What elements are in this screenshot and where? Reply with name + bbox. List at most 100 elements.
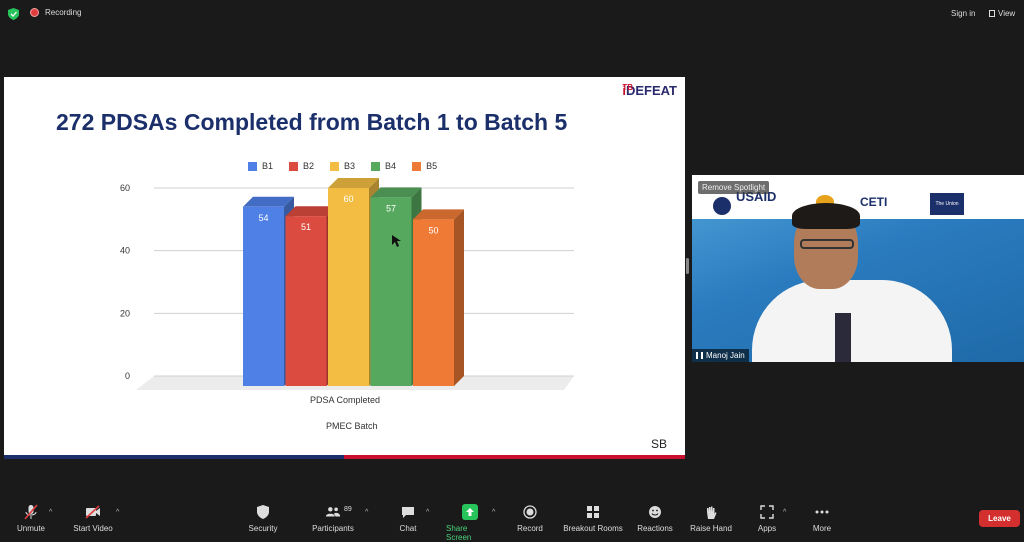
share-screen-arrow-icon [462,504,478,520]
apps-options-caret[interactable]: ^ [783,509,787,516]
bar-b4 [370,197,412,386]
participants-label: Participants [312,524,354,533]
record-button[interactable]: Record [516,497,544,533]
apps-label: Apps [757,524,777,533]
apps-button[interactable]: Apps [755,497,779,533]
chat-label: Chat [399,524,417,533]
view-button[interactable]: View [989,9,1015,18]
leave-button[interactable]: Leave [979,510,1020,527]
breakout-rooms-button[interactable]: Breakout Rooms [562,497,624,533]
slide-band-left [4,455,344,459]
recording-indicator[interactable]: Recording [30,8,81,17]
bar-top-b5 [413,209,464,220]
security-label: Security [248,524,278,533]
glasses [800,239,854,249]
slide-title: 272 PDSAs Completed from Batch 1 to Batc… [56,109,568,135]
x-category-label: PDSA Completed [310,395,381,405]
usaid-seal-icon [713,197,731,215]
audio-options-caret[interactable]: ^ [49,509,53,516]
participants-count: 89 [344,506,352,513]
top-bar: Recording Sign in View [0,0,1024,28]
the-union-logo: The Union [930,193,964,215]
share-options-caret[interactable]: ^ [492,509,496,516]
bar-value-label: 60 [343,194,353,204]
raise-hand-label: Raise Hand [690,524,732,533]
x-axis-label: PMEC Batch [326,421,378,431]
apps-icon [759,504,775,520]
participant-video[interactable]: USAID CETI The Union Remove Spotlight Ma… [692,175,1024,362]
bar-b2 [285,216,327,386]
legend-item-b1: B1 [248,161,273,171]
brand-prefix: i [622,83,626,98]
more-label: More [812,524,832,533]
start-video-button[interactable]: Start Video [72,497,114,533]
reactions-button[interactable]: Reactions [636,497,674,533]
sign-in-link[interactable]: Sign in [951,9,976,18]
chat-button[interactable]: Chat [397,497,419,533]
more-dots-icon [814,504,830,520]
shared-slide: iDEFEAT TB 272 PDSAs Completed from Batc… [4,77,685,458]
legend-item-b4: B4 [371,161,396,171]
muted-microphone-icon [23,504,39,520]
participant-name-tag: Manoj Jain [692,349,749,362]
record-icon [522,504,538,520]
share-screen-label: Share Screen [446,524,472,542]
record-label: Record [517,524,543,533]
bar-top-b4 [370,187,422,198]
start-video-label: Start Video [73,524,113,533]
bar-value-label: 57 [386,203,396,213]
participants-icon [325,504,341,520]
raise-hand-icon [703,504,719,520]
bar-top-b1 [243,196,294,207]
video-options-caret[interactable]: ^ [116,509,120,516]
video-off-icon [85,504,101,520]
y-tick-label: 60 [120,183,130,193]
remove-spotlight-button[interactable]: Remove Spotlight [698,181,770,194]
legend-label: B3 [344,161,356,171]
mouse-cursor-icon [392,235,401,247]
legend-swatch [330,161,340,171]
split-handle[interactable] [686,258,689,274]
bar-b5 [413,219,454,386]
view-label: View [998,9,1016,18]
reactions-label: Reactions [637,524,673,533]
legend-label: B5 [426,161,438,171]
chart-legend: B1 B2 B3 B4 B5 [248,161,437,171]
bar-value-label: 51 [301,222,311,232]
y-tick-label: 40 [120,246,130,256]
legend-swatch [412,161,422,171]
legend-label: B1 [262,161,274,171]
person-shirt [752,280,952,362]
bar-b3 [328,188,369,386]
recording-icon [30,8,39,17]
participants-options-caret[interactable]: ^ [365,509,369,516]
chat-options-caret[interactable]: ^ [426,509,430,516]
y-tick-label: 0 [125,371,130,381]
breakout-rooms-grid-icon [585,504,601,520]
bar-side-b5 [454,209,464,386]
tie [835,313,851,362]
bar-b1 [243,206,284,386]
shield-icon[interactable] [8,8,19,20]
security-shield-icon [255,504,271,520]
bar-value-label: 54 [258,213,268,223]
brand-main: DEFEAT [625,83,677,98]
share-screen-button[interactable]: Share Screen [446,497,494,542]
bar-top-b3 [328,178,379,188]
raise-hand-button[interactable]: Raise Hand [690,497,732,533]
unmute-button[interactable]: Unmute [14,497,48,533]
legend-item-b3: B3 [330,161,355,171]
participants-button[interactable]: Participants [311,497,355,533]
person-hair [792,203,860,229]
idefeat-tb-logo: iDEFEAT TB [622,83,677,98]
legend-label: B2 [303,161,315,171]
unmute-label: Unmute [16,524,45,533]
slide-band-right [344,455,685,459]
security-button[interactable]: Security [246,497,280,533]
legend-item-b5: B5 [412,161,437,171]
legend-swatch [248,161,257,171]
legend-label: B4 [385,161,397,171]
bar-chart: 0 20 40 60 54 51 60 57 50 [120,178,574,390]
brand-suffix: TB [622,83,633,92]
more-button[interactable]: More [810,497,834,533]
